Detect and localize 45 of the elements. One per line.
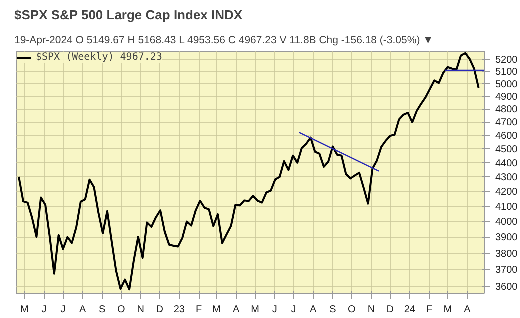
x-tick-label: J — [291, 304, 296, 316]
x-tick-label: 24 — [404, 304, 416, 316]
y-tick-label: 4400 — [496, 158, 518, 170]
y-tick-label: 3800 — [496, 248, 518, 260]
x-tick-label: N — [137, 304, 145, 316]
chart-subtitle: 19-Apr-2024 O 5149.67 H 5168.43 L 4953.56 C 4967.23 V 11.8B Chg -156.18 (-3.05%) ▼ — [14, 34, 434, 46]
x-tick-label: S — [99, 304, 106, 316]
x-tick-label: A — [310, 304, 318, 316]
x-tick-label: D — [156, 304, 164, 316]
y-tick-label: 4500 — [496, 144, 518, 156]
x-tick-label: A — [232, 304, 240, 316]
y-tick-label: 4100 — [496, 202, 518, 213]
x-tick-label: D — [386, 304, 394, 316]
y-tick-label: 4900 — [496, 92, 518, 103]
x-tick-label: 23 — [174, 304, 186, 316]
y-tick-label: 3700 — [496, 265, 518, 276]
y-tick-label: 5000 — [496, 79, 518, 90]
y-tick-label: 4000 — [496, 217, 518, 228]
x-tick-label: M — [251, 304, 260, 316]
y-tick-label: 3600 — [496, 282, 518, 294]
x-tick-label: M — [444, 304, 452, 316]
y-tick-label: 4200 — [496, 187, 518, 198]
y-tick-label: 5200 — [496, 55, 518, 66]
chart-title: $SPX S&P 500 Large Cap Index INDX — [14, 8, 243, 22]
x-tick-label: S — [330, 304, 337, 316]
x-tick-label: O — [117, 304, 126, 316]
x-tick-label: A — [464, 304, 472, 316]
x-tick-label: F — [196, 304, 202, 316]
y-tick-label: 4300 — [496, 172, 518, 184]
x-tick-label: J — [42, 304, 47, 316]
x-tick-label: J — [60, 304, 66, 316]
y-tick-label: 5100 — [496, 67, 518, 78]
x-tick-label: A — [79, 304, 86, 316]
x-tick-label: F — [426, 304, 433, 316]
legend-label: $SPX (Weekly) 4967.23 — [36, 52, 162, 63]
y-tick-label: 3900 — [496, 232, 518, 244]
line-series — [18, 52, 480, 291]
x-tick-label: J — [272, 304, 278, 316]
y-tick-label: 4600 — [496, 130, 518, 142]
x-tick-label: M — [20, 304, 29, 316]
y-tick-label: 4800 — [496, 104, 518, 116]
y-tick-label: 4700 — [496, 118, 518, 129]
x-tick-label: M — [212, 304, 221, 316]
x-tick-label: N — [368, 304, 376, 316]
x-tick-label: O — [348, 304, 356, 316]
